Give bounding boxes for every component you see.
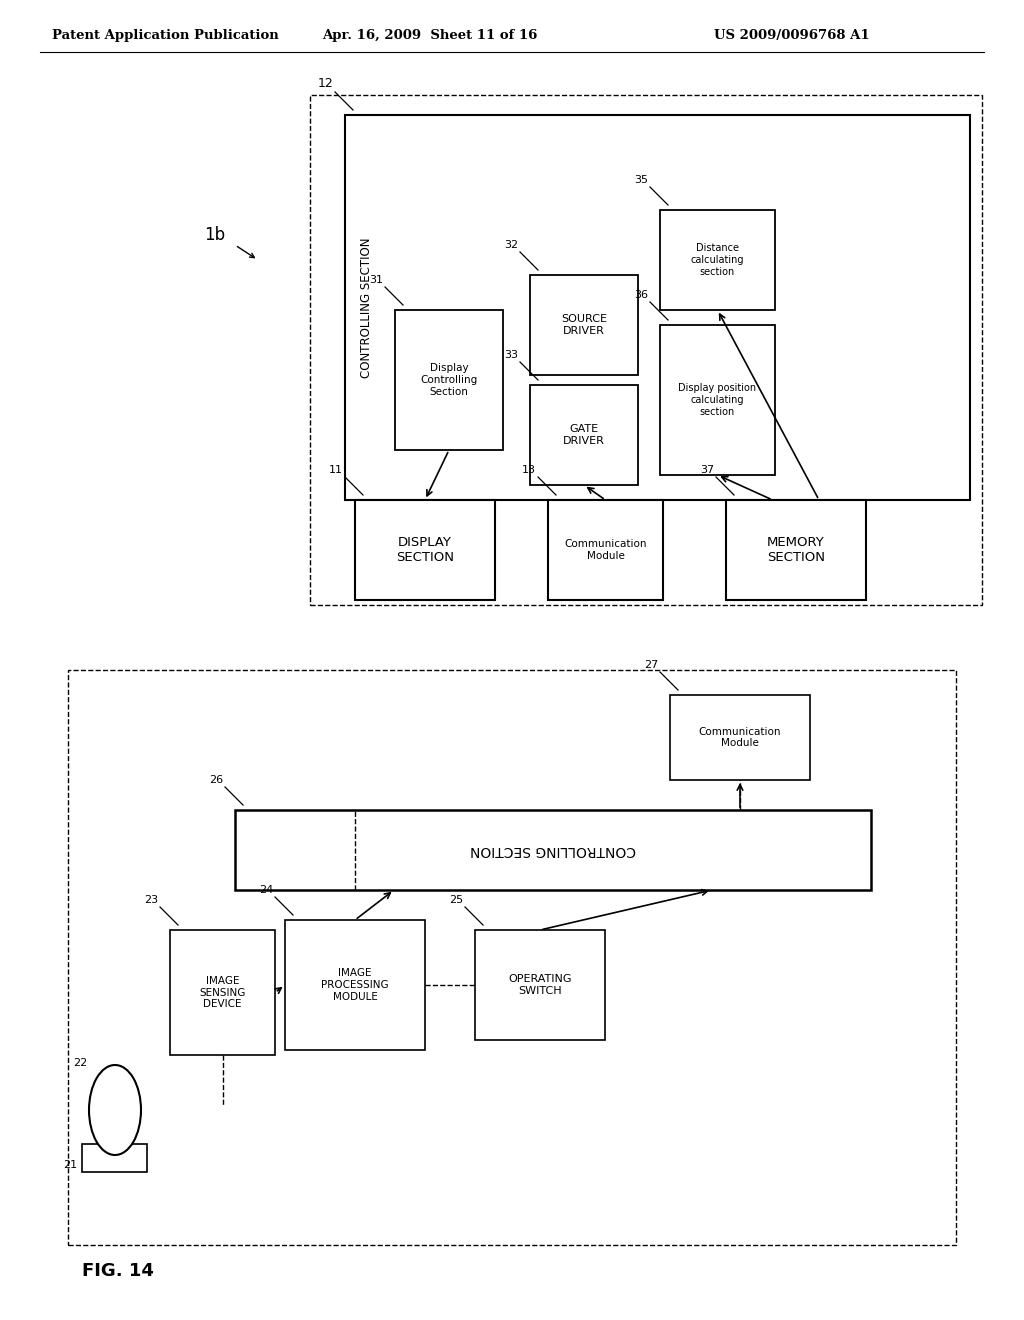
Bar xyxy=(310,95,982,605)
Text: Display
Controlling
Section: Display Controlling Section xyxy=(421,363,477,396)
Bar xyxy=(726,500,866,601)
Text: CONTROLLING SECTION: CONTROLLING SECTION xyxy=(360,238,374,378)
Text: Apr. 16, 2009  Sheet 11 of 16: Apr. 16, 2009 Sheet 11 of 16 xyxy=(323,29,538,41)
Text: 33: 33 xyxy=(504,350,518,360)
Text: IMAGE
SENSING
DEVICE: IMAGE SENSING DEVICE xyxy=(200,975,246,1008)
Ellipse shape xyxy=(89,1065,141,1155)
Bar xyxy=(82,1144,147,1172)
Text: 1b: 1b xyxy=(205,226,225,244)
Text: Patent Application Publication: Patent Application Publication xyxy=(52,29,279,41)
Text: OPERATING
SWITCH: OPERATING SWITCH xyxy=(508,974,571,995)
Text: Display position
calculating
section: Display position calculating section xyxy=(679,383,757,417)
Text: 35: 35 xyxy=(634,176,648,185)
Text: SOURCE
DRIVER: SOURCE DRIVER xyxy=(561,314,607,335)
Bar xyxy=(530,385,638,484)
Bar xyxy=(475,931,605,1040)
Text: 23: 23 xyxy=(144,895,158,906)
Text: CONTROLLING SECTION: CONTROLLING SECTION xyxy=(470,843,636,857)
Bar xyxy=(355,500,495,601)
Text: 27: 27 xyxy=(644,660,658,671)
Text: 21: 21 xyxy=(62,1160,77,1170)
Text: DISPLAY
SECTION: DISPLAY SECTION xyxy=(396,536,454,564)
Bar xyxy=(68,671,956,1245)
Text: 32: 32 xyxy=(504,240,518,249)
Bar xyxy=(285,920,425,1049)
Text: 12: 12 xyxy=(317,77,333,90)
Text: 37: 37 xyxy=(699,465,714,475)
Text: GATE
DRIVER: GATE DRIVER xyxy=(563,424,605,446)
Text: 11: 11 xyxy=(329,465,343,475)
Text: Communication
Module: Communication Module xyxy=(564,539,647,561)
Text: MEMORY
SECTION: MEMORY SECTION xyxy=(767,536,825,564)
Text: FIG. 14: FIG. 14 xyxy=(82,1262,154,1280)
Text: 13: 13 xyxy=(522,465,536,475)
Text: IMAGE
PROCESSING
MODULE: IMAGE PROCESSING MODULE xyxy=(322,969,389,1002)
Text: 36: 36 xyxy=(634,290,648,300)
Bar xyxy=(170,931,275,1055)
Bar xyxy=(548,500,663,601)
Text: Communication
Module: Communication Module xyxy=(698,727,781,748)
Bar xyxy=(395,310,503,450)
Text: 24: 24 xyxy=(259,884,273,895)
Text: 31: 31 xyxy=(369,275,383,285)
Bar xyxy=(234,810,871,890)
Bar xyxy=(660,325,775,475)
Text: 25: 25 xyxy=(449,895,463,906)
Bar xyxy=(670,696,810,780)
Text: 22: 22 xyxy=(73,1059,87,1068)
Bar xyxy=(345,115,970,500)
Text: US 2009/0096768 A1: US 2009/0096768 A1 xyxy=(715,29,870,41)
Text: 26: 26 xyxy=(209,775,223,785)
Text: Distance
calculating
section: Distance calculating section xyxy=(691,243,744,277)
Bar xyxy=(530,275,638,375)
Bar xyxy=(660,210,775,310)
